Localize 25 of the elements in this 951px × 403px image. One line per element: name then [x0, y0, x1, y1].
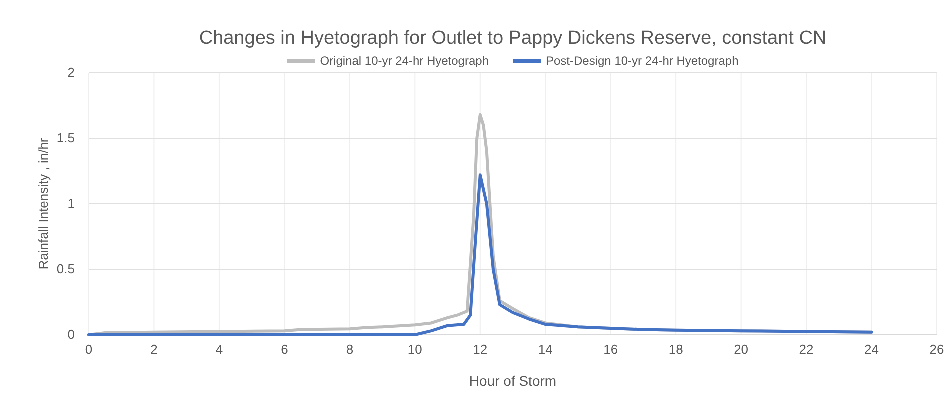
y-tick-label: 2 — [68, 65, 75, 80]
y-tick-label: 1.5 — [56, 130, 75, 146]
legend-label: Original 10-yr 24-hr Hyetograph — [320, 54, 489, 68]
x-tick-label: 4 — [216, 342, 224, 358]
x-tick-label: 0 — [85, 342, 93, 358]
line-series — [88, 174, 874, 336]
x-tick-label: 24 — [864, 342, 880, 358]
x-tick-label: 22 — [799, 342, 814, 358]
x-tick-label: 8 — [346, 342, 354, 358]
chart-title: Changes in Hyetograph for Outlet to Pappy Dickens Reserve, constant CN — [199, 28, 827, 49]
x-axis-title: Hour of Storm — [469, 373, 557, 389]
x-tick-label: 2 — [150, 342, 158, 358]
x-tick-label: 12 — [473, 342, 488, 358]
y-tick-label: 0.5 — [56, 262, 75, 277]
x-tick-label: 10 — [408, 342, 422, 358]
x-tick-label: 6 — [281, 342, 288, 358]
x-tick-label: 20 — [734, 342, 749, 358]
x-tick-label: 16 — [604, 342, 618, 358]
y-tick-label: 1 — [68, 196, 75, 212]
y-axis-title: Rainfall Intensity , in/hr — [36, 138, 51, 270]
legend-label: Post-Design 10-yr 24-hr Hyetograph — [546, 54, 739, 68]
x-tick-label: 14 — [538, 342, 553, 358]
x-tick-label: 26 — [930, 342, 944, 358]
y-tick-label: 0 — [68, 327, 75, 342]
x-tick-label: 18 — [668, 342, 684, 358]
